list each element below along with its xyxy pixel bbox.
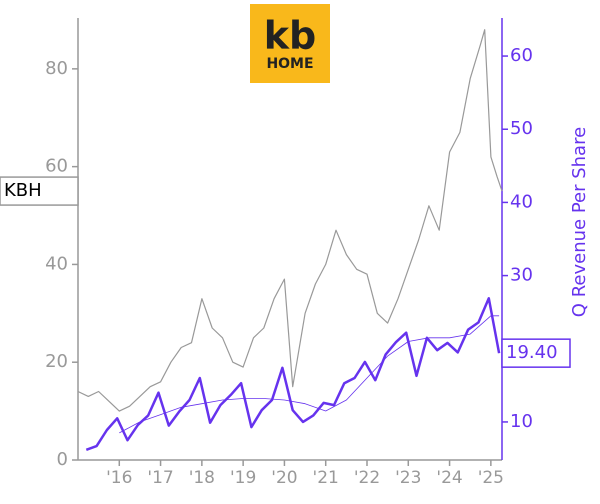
- y-tick-label: 0: [57, 449, 68, 470]
- x-tick-label: '24: [436, 468, 462, 488]
- series-line: [77, 29, 503, 412]
- y2-axis-label: Q Revenue Per Share: [569, 127, 590, 317]
- series-line: [85, 297, 501, 451]
- x-tick-label: '23: [395, 468, 421, 488]
- x-tick-label: '17: [147, 468, 173, 488]
- y-tick-label: 60: [45, 156, 68, 177]
- last-value-label: 19.40: [506, 342, 558, 363]
- x-tick-label: '18: [189, 468, 215, 488]
- y2-tick-label: 30: [510, 265, 533, 286]
- y2-tick-label: 10: [510, 411, 533, 432]
- logo-bottom: HOME: [266, 56, 313, 72]
- y2-tick-label: 50: [510, 118, 533, 139]
- y-tick-label: 20: [45, 351, 68, 372]
- y-tick-label: 80: [45, 58, 68, 79]
- x-tick-label: '22: [354, 468, 380, 488]
- series-label: KBH: [4, 180, 42, 201]
- y2-tick-label: 40: [510, 191, 533, 212]
- last-value-box: [501, 338, 571, 368]
- y-tick-label: 40: [45, 253, 68, 274]
- logo-top: kb: [264, 14, 316, 58]
- y2-tick-label: 60: [510, 45, 533, 66]
- logo-box: [250, 4, 330, 83]
- x-tick-label: '21: [313, 468, 339, 488]
- series-label-box: [0, 176, 79, 206]
- x-tick-label: '19: [230, 468, 256, 488]
- x-tick-label: '20: [271, 468, 297, 488]
- x-tick-label: '16: [106, 468, 132, 488]
- x-tick-label: '25: [478, 468, 504, 488]
- series-line: [119, 315, 500, 434]
